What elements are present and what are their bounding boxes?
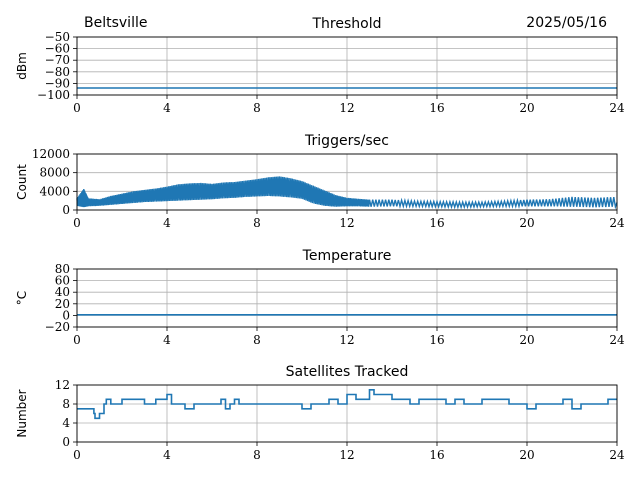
y-tick-label: 0	[62, 435, 70, 449]
x-tick-label: 24	[609, 101, 625, 115]
x-tick-label: 20	[519, 448, 534, 462]
y-tick-label: 60	[55, 274, 70, 288]
y-tick-label: 20	[55, 297, 70, 311]
x-tick-label: 4	[163, 216, 171, 230]
y-tick-label: 12000	[32, 147, 70, 161]
x-tick-label: 16	[429, 101, 444, 115]
y-tick-label: −50	[45, 30, 70, 44]
y-tick-label: −80	[45, 65, 70, 79]
x-tick-label: 24	[609, 333, 625, 347]
x-tick-label: 12	[339, 216, 354, 230]
location-label: Beltsville	[84, 15, 147, 31]
chart-panel-4: 0 4 8 12 16 20 24 0 4 8 12 Satellites Tracked Number	[15, 364, 625, 462]
y-tick-label: 4000	[39, 184, 70, 198]
x-tick-label: 8	[253, 101, 261, 115]
chart-title: Threshold	[312, 16, 382, 32]
y-tick-label: 40	[55, 285, 70, 299]
y-tick-label: 80	[55, 262, 70, 276]
y-axis-label: dBm	[15, 52, 29, 80]
x-tick-label: 24	[609, 448, 625, 462]
y-tick-label: 0	[62, 203, 70, 217]
x-tick-label: 24	[609, 216, 625, 230]
x-tick-label: 16	[429, 448, 444, 462]
x-tick-label: 0	[73, 216, 81, 230]
x-tick-label: 16	[429, 216, 444, 230]
y-axis-label: Number	[15, 389, 29, 437]
x-tick-label: 0	[73, 101, 81, 115]
y-tick-label: −60	[45, 42, 70, 56]
x-tick-label: 20	[519, 216, 534, 230]
x-tick-label: 4	[163, 448, 171, 462]
x-tick-label: 8	[253, 216, 261, 230]
date-label: 2025/05/16	[526, 15, 607, 31]
series-line	[76, 176, 618, 210]
y-tick-label: 8	[62, 397, 70, 411]
x-tick-label: 12	[339, 101, 354, 115]
y-tick-label: −90	[45, 76, 70, 90]
series-line	[77, 389, 617, 420]
chart-title: Satellites Tracked	[286, 364, 409, 380]
y-tick-label: −70	[45, 53, 70, 67]
chart-title: Triggers/sec	[304, 133, 389, 149]
y-axis-label: °C	[15, 291, 29, 305]
x-tick-label: 8	[253, 448, 261, 462]
y-tick-label: 0	[62, 308, 70, 322]
chart-title: Temperature	[302, 248, 392, 264]
chart-panel-1: 0 4 8 12 16 20 24 −100−90−80−70−60−50 Threshold d…	[15, 16, 625, 115]
y-tick-label: 4	[62, 416, 70, 430]
x-tick-label: 0	[73, 448, 81, 462]
y-tick-label: −20	[45, 320, 70, 334]
x-tick-label: 12	[339, 333, 354, 347]
x-tick-label: 0	[73, 333, 81, 347]
x-tick-label: 20	[519, 333, 534, 347]
x-tick-label: 4	[163, 101, 171, 115]
y-axis-label: Count	[15, 164, 29, 200]
chart-panel-2: 0 4 8 12 16 20 24 0 4000 8000 12000 Triggers/sec Cou…	[15, 133, 625, 230]
y-tick-label: 8000	[39, 166, 70, 180]
x-tick-label: 16	[429, 333, 444, 347]
y-tick-label: 12	[55, 378, 70, 392]
x-tick-label: 8	[253, 333, 261, 347]
x-tick-label: 4	[163, 333, 171, 347]
x-tick-label: 12	[339, 448, 354, 462]
x-tick-label: 20	[519, 101, 534, 115]
y-tick-label: −100	[37, 88, 70, 102]
